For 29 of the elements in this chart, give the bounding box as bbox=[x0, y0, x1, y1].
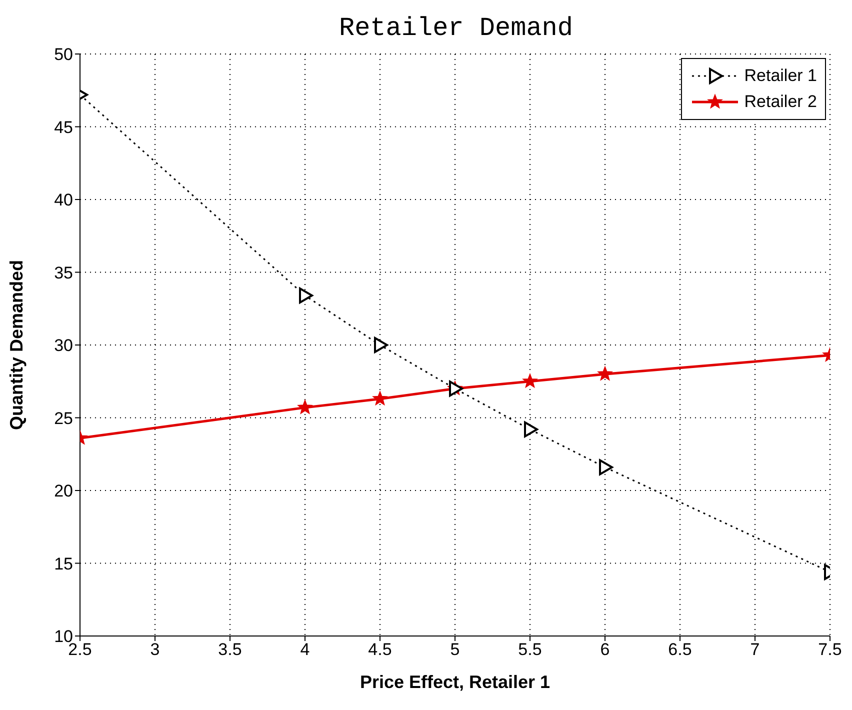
y-tick-label: 45 bbox=[54, 118, 73, 137]
x-tick-label: 6 bbox=[600, 640, 610, 660]
y-tick-label: 20 bbox=[54, 482, 73, 501]
x-tick-label: 7 bbox=[750, 640, 760, 660]
x-tick-label: 6.5 bbox=[668, 640, 692, 660]
point bbox=[524, 421, 538, 438]
y-tick-label: 40 bbox=[54, 190, 73, 210]
y-axis-title: Quantity Demanded bbox=[6, 260, 26, 430]
x-tick-label: 5.5 bbox=[518, 640, 542, 660]
point bbox=[522, 374, 538, 388]
x-tick-label: 4 bbox=[300, 640, 310, 660]
legend-label: Retailer 2 bbox=[744, 92, 817, 112]
x-axis-title: Price Effect, Retailer 1 bbox=[360, 672, 550, 692]
point bbox=[374, 337, 388, 353]
legend-label: Retailer 1 bbox=[744, 66, 817, 86]
point bbox=[372, 391, 388, 405]
x-tick-label: 4.5 bbox=[368, 640, 392, 660]
y-tick-label: 15 bbox=[54, 554, 73, 574]
y-tick-label: 35 bbox=[54, 263, 73, 282]
point bbox=[299, 288, 313, 304]
y-tick-label: 50 bbox=[54, 45, 73, 64]
x-tick-label: 5 bbox=[450, 640, 460, 660]
x-tick-label: 7.5 bbox=[818, 640, 842, 660]
point bbox=[598, 366, 612, 380]
y-tick-label: 25 bbox=[54, 408, 73, 428]
y-tick-label: 30 bbox=[54, 336, 73, 356]
x-tick-label: 3 bbox=[150, 640, 160, 660]
x-tick-label: 3.5 bbox=[218, 640, 242, 660]
chart-title: Retailer Demand bbox=[338, 13, 574, 43]
